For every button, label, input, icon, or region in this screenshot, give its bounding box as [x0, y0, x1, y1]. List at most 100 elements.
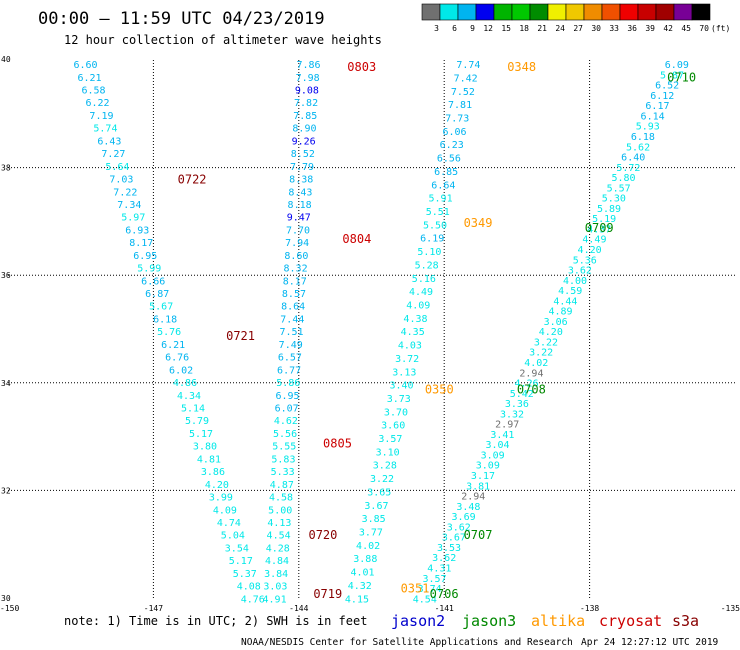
swh-point: 3.77: [359, 528, 383, 539]
swh-point: 5.51: [426, 207, 450, 218]
pass-time-label: 0720: [308, 528, 337, 542]
color-swatch: [655, 3, 675, 21]
swh-point: 7.52: [451, 87, 475, 98]
swh-point: 7.85: [293, 111, 317, 122]
swh-point: 6.93: [125, 225, 149, 236]
pass-time-label: 0348: [507, 60, 536, 74]
swh-point: 3.17: [471, 471, 495, 482]
x-tick-label: -138: [580, 604, 599, 613]
swh-point: 6.58: [81, 86, 105, 97]
swh-point: 6.14: [641, 111, 665, 122]
color-swatch: [457, 3, 477, 21]
swh-point: 6.64: [431, 180, 455, 191]
pass-time-label: 0350: [425, 383, 454, 397]
pass-time-label: 0351: [401, 582, 430, 596]
color-scale-label: 30: [591, 24, 601, 33]
swh-point: 4.13: [267, 518, 291, 529]
swh-point: 4.91: [263, 594, 287, 605]
swh-point: 4.20: [539, 327, 563, 338]
swh-point: 3.41: [490, 430, 514, 441]
swh-point: 8.60: [284, 251, 308, 262]
color-swatch: [493, 3, 513, 21]
swh-point: 3.57: [378, 434, 402, 445]
color-scale-label: 42: [663, 24, 673, 33]
swh-point: 3.48: [456, 502, 480, 513]
swh-point: 4.09: [213, 505, 237, 516]
swh-point: 4.32: [348, 581, 372, 592]
swh-point: 8.43: [288, 187, 312, 198]
swh-point: 5.36: [573, 255, 597, 266]
swh-point: 2.97: [495, 420, 519, 431]
swh-point: 6.18: [631, 132, 655, 143]
x-tick-label: -141: [435, 604, 454, 613]
satellite-legend-s3a: s3a: [672, 612, 699, 630]
swh-point: 8.17: [283, 276, 307, 287]
color-swatch: [583, 3, 603, 21]
swh-point: 3.09: [476, 461, 500, 472]
swh-point: 5.83: [271, 454, 295, 465]
color-scale-unit: (ft): [711, 24, 730, 33]
swh-point: 3.80: [193, 442, 217, 453]
swh-point: 6.76: [165, 353, 189, 364]
swh-point: 6.95: [133, 251, 157, 262]
pass-time-label: 0722: [178, 173, 207, 187]
cryosat-pass: 7.86 7.98 9.087.82 7.85 8.909.26 8.52 7.79 8.38…: [263, 60, 321, 605]
x-tick-label: -147: [144, 604, 163, 613]
swh-point: 3.62: [447, 522, 471, 533]
swh-point: 4.20: [205, 480, 229, 491]
swh-point: 5.62: [626, 142, 650, 153]
color-swatch: [547, 3, 567, 21]
swh-point: 4.81: [197, 454, 221, 465]
swh-point: 2.94: [461, 492, 485, 503]
chart-title: 00:00 – 11:59 UTC 04/23/2019: [38, 9, 325, 29]
swh-point: 3.81: [466, 481, 490, 492]
swh-point: 7.49: [279, 340, 303, 351]
swh-point: 6.95: [275, 391, 299, 402]
swh-point: 4.44: [553, 296, 577, 307]
satellite-legend: jason2 jason3 altika cryosat s3a: [391, 612, 699, 630]
swh-point: 4.00: [563, 276, 587, 287]
chart-subtitle: 12 hour collection of altimeter wave hei…: [64, 33, 382, 47]
color-swatch: [421, 3, 441, 21]
pass-time-label: 0710: [667, 71, 696, 85]
swh-point: 5.30: [602, 194, 626, 205]
swh-point: 5.93: [636, 122, 660, 133]
color-swatch: [511, 3, 531, 21]
swh-point: 3.54: [225, 543, 249, 554]
swh-point: 4.35: [401, 327, 425, 338]
swh-point: 7.79: [290, 162, 314, 173]
pass-time-label: 0719: [313, 587, 342, 601]
swh-point: 4.20: [578, 245, 602, 256]
swh-point: 5.19: [592, 214, 616, 225]
swh-point: 6.87: [145, 289, 169, 300]
swh-point: 2.94: [519, 368, 543, 379]
swh-point: 3.06: [544, 317, 568, 328]
pass-time-label: 0721: [226, 329, 255, 343]
x-tick-label: -144: [289, 604, 308, 613]
swh-point: 8.52: [291, 149, 315, 160]
swh-point: 4.02: [524, 358, 548, 369]
swh-point: 6.06: [442, 127, 466, 138]
x-tick-label: -150: [0, 604, 19, 613]
swh-point: 6.21: [161, 340, 185, 351]
swh-point: 3.84: [264, 569, 288, 580]
swh-point: 5.79: [185, 416, 209, 427]
swh-point: 3.09: [481, 450, 505, 461]
swh-point: 6.07: [275, 404, 299, 415]
swh-point: 5.72: [616, 163, 640, 174]
footer-note: note: 1) Time is in UTC; 2) SWH is in fe…: [64, 614, 367, 628]
swh-point: 8.57: [282, 289, 306, 300]
altika-pass: 7.74 7.42 7.52 7.81 7.73 6.06 6.23 6.56 6.85 6.64…: [345, 60, 481, 605]
swh-point: 7.27: [101, 149, 125, 160]
satellite-legend-cryosat: cryosat: [599, 612, 662, 630]
color-swatch: [619, 3, 639, 21]
color-swatch: [637, 3, 657, 21]
swh-point: 4.49: [409, 287, 433, 298]
pass-time-label: 0349: [464, 216, 493, 230]
swh-point: 5.42: [510, 389, 534, 400]
swh-point: 5.64: [105, 162, 129, 173]
pass-time-label: 0708: [517, 383, 546, 397]
swh-point: 4.09: [406, 300, 430, 311]
swh-point: 6.57: [278, 353, 302, 364]
swh-point: 5.55: [272, 442, 296, 453]
